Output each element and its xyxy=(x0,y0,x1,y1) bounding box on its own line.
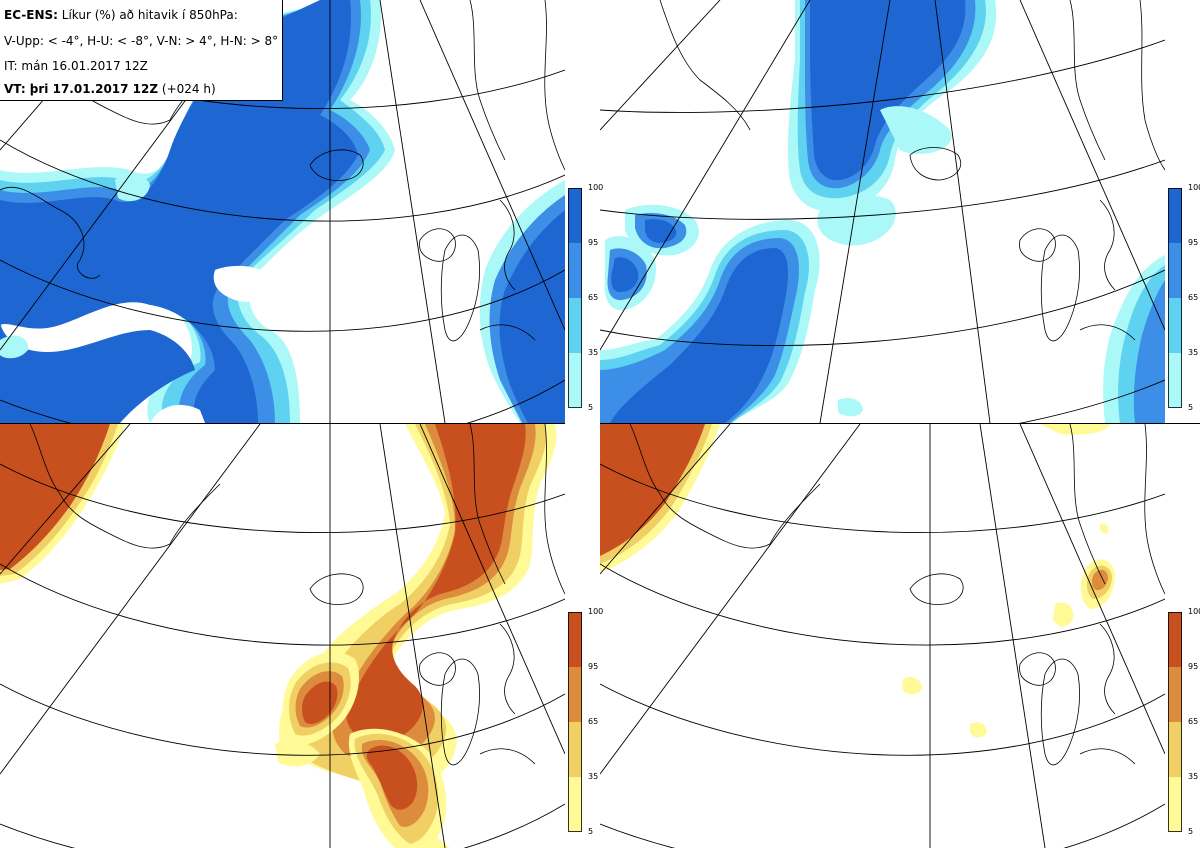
colorbar-tick-5: 5 xyxy=(588,827,594,836)
colorbar-tick-100: 100 xyxy=(588,607,604,616)
lead-time: (+024 h) xyxy=(161,82,216,96)
colorbar-tick-100: 100 xyxy=(588,183,604,192)
colorbar-lower-left: 100 95 65 35 5 xyxy=(568,608,603,836)
colorbar-tick-5: 5 xyxy=(1188,827,1194,836)
colorbar-tick-95: 95 xyxy=(1188,238,1199,247)
coastlines xyxy=(29,424,565,766)
colorbar-tick-5: 5 xyxy=(588,403,594,412)
colorbar-tick-100: 100 xyxy=(1188,183,1200,192)
colorbar-cold-swatches xyxy=(568,188,582,408)
colorbar-tick-35: 35 xyxy=(588,772,599,781)
forecast-info-box: EC-ENS: Líkur (%) að hitavik í 850hPa: V… xyxy=(0,0,283,101)
colorbar-cold-swatches xyxy=(1168,188,1182,408)
colorbar-tick-95: 95 xyxy=(588,238,599,247)
colorbar-warm-swatches xyxy=(1168,612,1182,832)
graticule xyxy=(600,424,1165,848)
graticule xyxy=(0,424,565,848)
colorbar-tick-65: 65 xyxy=(588,293,599,302)
colorbar-tick-65: 65 xyxy=(588,717,599,726)
product-description: Líkur (%) að hitavik í 850hPa: xyxy=(61,8,238,22)
warm-probability-shading xyxy=(600,424,1115,738)
graticule xyxy=(600,0,1165,423)
panel-lower-left-map xyxy=(0,424,565,848)
colorbar-tick-35: 35 xyxy=(588,348,599,357)
panel-divider xyxy=(0,423,1200,424)
colorbar-tick-35: 35 xyxy=(1188,348,1199,357)
colorbar-tick-95: 95 xyxy=(1188,662,1199,671)
cold-probability-shading xyxy=(0,0,565,423)
warm-probability-shading xyxy=(0,424,557,848)
header-line-3: IT: mán 16.01.2017 12Z xyxy=(4,59,148,73)
colorbar-tick-65: 65 xyxy=(1188,293,1199,302)
panel-upper-right-map xyxy=(600,0,1165,423)
colorbar-tick-100: 100 xyxy=(1188,607,1200,616)
colorbar-tick-65: 65 xyxy=(1188,717,1199,726)
cold-probability-shading xyxy=(600,0,1165,423)
coastlines xyxy=(629,424,1165,766)
model-name: EC-ENS: xyxy=(4,8,58,22)
header-line-4: VT: þri 17.01.2017 12Z (+024 h) xyxy=(4,82,216,96)
colorbar-tick-35: 35 xyxy=(1188,772,1199,781)
panel-lower-right-map xyxy=(600,424,1165,848)
colorbar-tick-5: 5 xyxy=(1188,403,1194,412)
coastlines xyxy=(659,0,1165,342)
colorbar-warm-swatches xyxy=(568,612,582,832)
colorbar-lower-right: 100 95 65 35 5 xyxy=(1168,608,1200,836)
header-line-1: EC-ENS: Líkur (%) að hitavik í 850hPa: xyxy=(4,8,238,22)
colorbar-upper-right: 100 95 65 35 5 xyxy=(1168,184,1200,412)
valid-time: VT: þri 17.01.2017 12Z xyxy=(4,82,159,96)
header-line-2: V-Upp: < -4°, H-U: < -8°, V-N: > 4°, H-N… xyxy=(4,34,279,48)
colorbar-upper-left: 100 95 65 35 5 xyxy=(568,184,603,412)
colorbar-tick-95: 95 xyxy=(588,662,599,671)
